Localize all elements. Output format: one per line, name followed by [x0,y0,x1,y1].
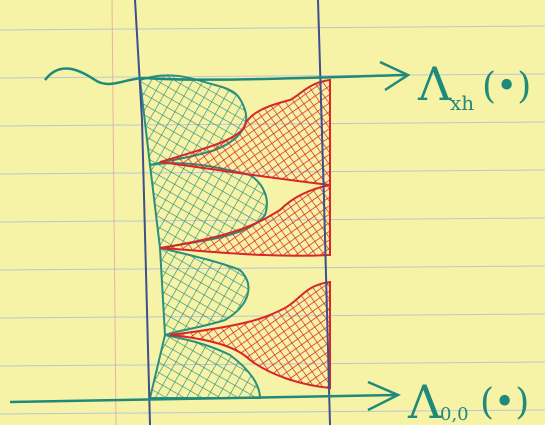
label-argument: (•) [480,382,529,423]
label-subscript: 0,0 [440,404,469,425]
label-symbol: Λ [417,57,452,111]
label-symbol: Λ [407,375,442,425]
sketch: Λ xh (•) Λ 0,0 (•) [0,0,545,425]
label-argument: (•) [482,66,531,107]
label-subscript: xh [450,91,474,115]
